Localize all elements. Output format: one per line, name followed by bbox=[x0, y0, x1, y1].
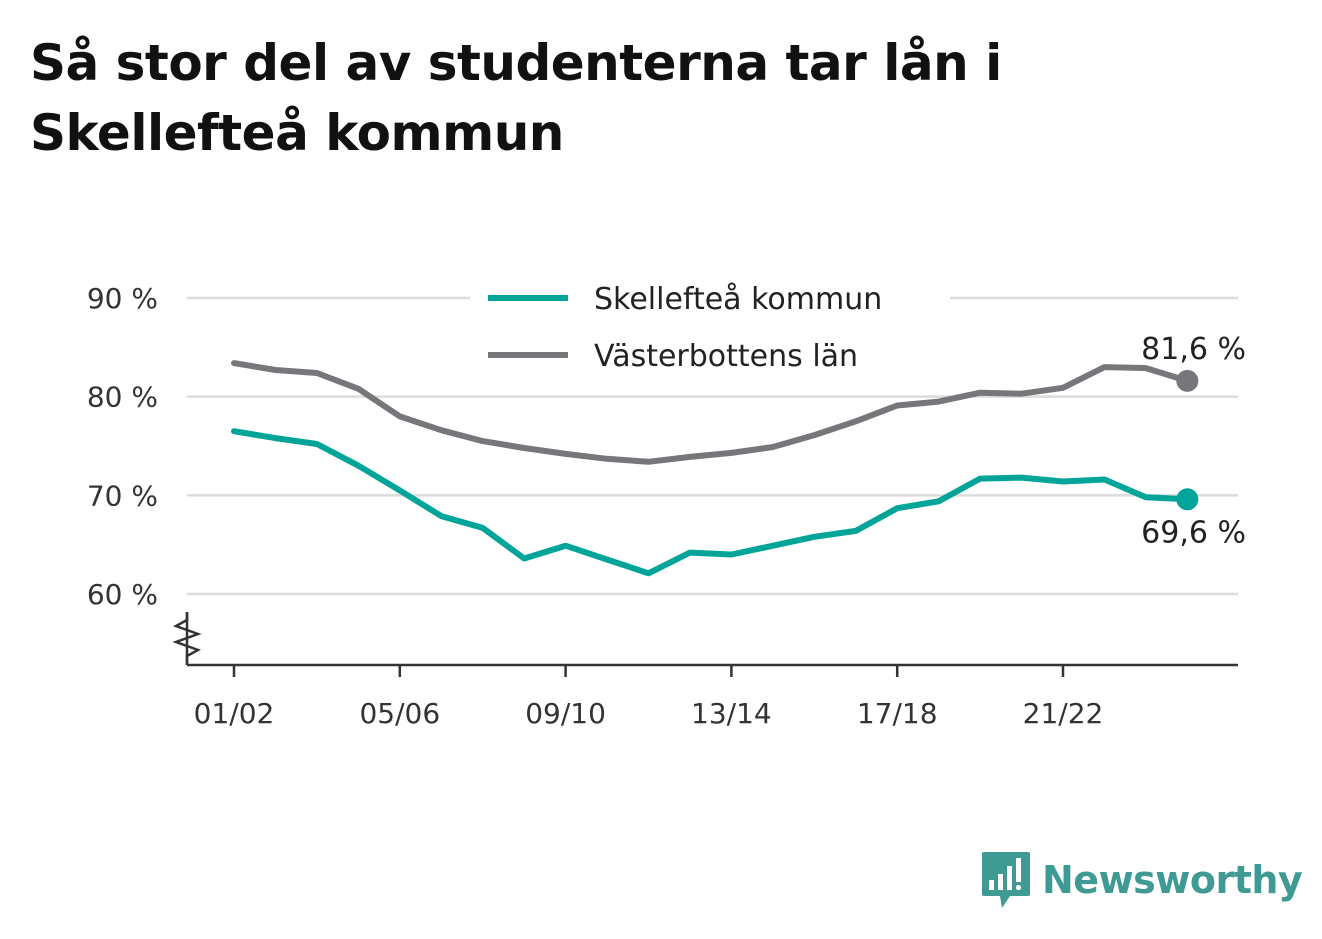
x-tick-label: 09/10 bbox=[525, 697, 606, 730]
x-tick-label: 13/14 bbox=[691, 697, 772, 730]
axes: 60 % 70 % 80 % 90 % 01/02 05/06 09/10 13/14 17/1… bbox=[87, 282, 1238, 730]
newsworthy-logo-icon bbox=[982, 852, 1030, 908]
x-tick-label: 17/18 bbox=[857, 697, 938, 730]
end-value-label: 69,6 % bbox=[1141, 515, 1246, 550]
y-tick-label: 90 % bbox=[87, 282, 158, 315]
y-tick-label: 60 % bbox=[87, 578, 158, 611]
legend: Skellefteå kommun Västerbottens län bbox=[470, 276, 950, 388]
series-lines bbox=[231, 360, 1199, 577]
series-line bbox=[231, 360, 1191, 465]
series-line bbox=[231, 428, 1191, 577]
end-labels: 69,6 % 81,6 % bbox=[1141, 332, 1246, 550]
x-tick-label: 21/22 bbox=[1023, 697, 1104, 730]
chart-title: Så stor del av studenterna tar lån i Ske… bbox=[30, 34, 1002, 162]
legend-background bbox=[470, 276, 950, 388]
brand-name: Newsworthy bbox=[1042, 858, 1303, 902]
series-end-point bbox=[1176, 488, 1199, 511]
x-tick-label: 01/02 bbox=[194, 697, 275, 730]
series-end-point bbox=[1176, 369, 1199, 392]
x-tick-label: 05/06 bbox=[359, 697, 440, 730]
legend-label: Skellefteå kommun bbox=[594, 282, 882, 317]
y-axis-break bbox=[172, 612, 202, 665]
end-value-label: 81,6 % bbox=[1141, 332, 1246, 367]
y-tick-label: 80 % bbox=[87, 381, 158, 414]
newsworthy-brand: Newsworthy bbox=[980, 850, 1303, 910]
y-tick-label: 70 % bbox=[87, 479, 158, 512]
legend-label: Västerbottens län bbox=[594, 339, 858, 374]
